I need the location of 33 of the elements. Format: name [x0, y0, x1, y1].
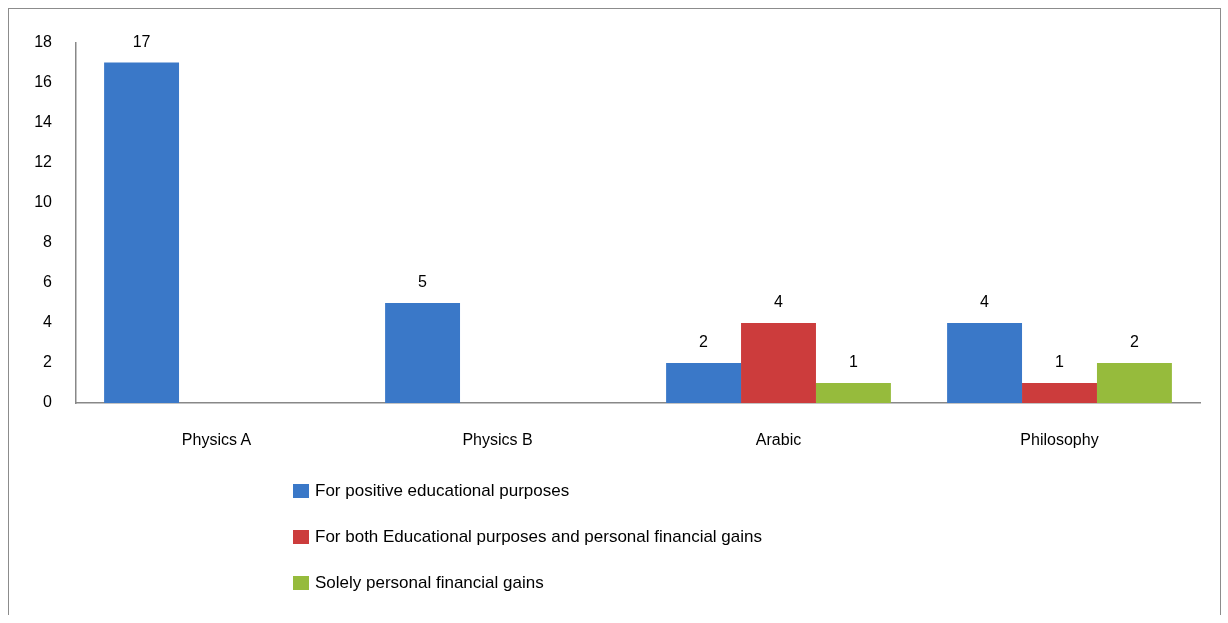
data-label: 2 — [699, 333, 709, 351]
y-tick-label: 2 — [43, 353, 53, 371]
y-tick-label: 14 — [34, 113, 53, 131]
x-tick-label: Philosophy — [1020, 431, 1099, 449]
legend-label: For positive educational purposes — [315, 481, 570, 501]
x-tick-label: Physics A — [181, 431, 252, 449]
y-tick-label: 16 — [34, 73, 53, 91]
data-label: 1 — [1055, 353, 1065, 371]
y-tick-label: 12 — [34, 153, 53, 171]
data-label: 5 — [418, 273, 428, 291]
data-label: 2 — [1129, 333, 1139, 351]
data-label: 4 — [980, 293, 990, 311]
bar — [104, 62, 180, 403]
bar — [947, 322, 1023, 403]
x-tick-label: Physics B — [462, 431, 533, 449]
y-tick-label: 0 — [43, 393, 53, 411]
y-tick-label: 6 — [43, 273, 53, 291]
data-label: 4 — [774, 293, 784, 311]
legend-label: For both Educational purposes and personal financial gains — [315, 527, 763, 547]
y-tick-label: 18 — [34, 33, 53, 51]
bar — [741, 322, 816, 403]
bar — [1096, 362, 1172, 403]
bar — [1022, 382, 1097, 403]
legend-label: Solely personal financial gains — [315, 573, 544, 593]
y-tick-label: 4 — [43, 313, 53, 331]
data-label: 17 — [132, 33, 151, 51]
y-tick-label: 10 — [34, 193, 53, 211]
y-tick-label: 8 — [43, 233, 53, 251]
bar — [666, 362, 742, 403]
bar — [385, 302, 461, 403]
x-tick-label: Arabic — [755, 431, 802, 449]
data-label: 1 — [848, 353, 858, 371]
bar — [815, 382, 891, 403]
